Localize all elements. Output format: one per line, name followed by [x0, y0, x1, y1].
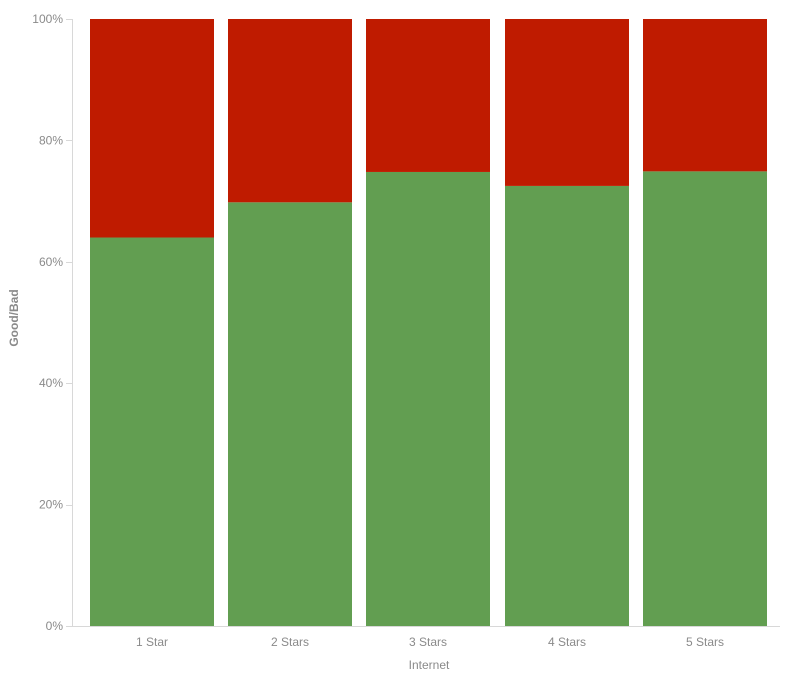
bar-bad-2[interactable] — [228, 19, 352, 203]
x-tick-label: 5 Stars — [686, 635, 724, 649]
bar-bad-4[interactable] — [505, 19, 629, 186]
bar-good-5[interactable] — [643, 171, 767, 626]
y-axis-ticks: 0% 20% 40% 60% 80% 100% — [32, 12, 72, 633]
bar-good-3[interactable] — [366, 171, 490, 627]
bar-good-4[interactable] — [505, 185, 629, 627]
bar-bad-1[interactable] — [90, 19, 214, 238]
bar-good-1[interactable] — [90, 237, 214, 626]
bars-group — [90, 19, 767, 627]
y-axis-title: Good/Bad — [7, 289, 21, 346]
x-tick-label: 2 Stars — [271, 635, 309, 649]
bar-bad-3[interactable] — [366, 19, 490, 172]
x-axis-title: Internet — [409, 658, 450, 672]
x-axis-ticks: 1 Star 2 Stars 3 Stars 4 Stars 5 Stars — [136, 635, 724, 649]
y-tick-label: 100% — [32, 12, 63, 26]
y-tick-label: 40% — [39, 376, 63, 390]
bar-good-2[interactable] — [228, 202, 352, 626]
y-tick-label: 20% — [39, 498, 63, 512]
x-tick-label: 3 Stars — [409, 635, 447, 649]
y-tick-label: 60% — [39, 255, 63, 269]
bar-bad-5[interactable] — [643, 19, 767, 172]
y-tick-label: 0% — [46, 619, 64, 633]
x-tick-label: 4 Stars — [548, 635, 586, 649]
x-tick-label: 1 Star — [136, 635, 168, 649]
y-tick-label: 80% — [39, 133, 63, 147]
